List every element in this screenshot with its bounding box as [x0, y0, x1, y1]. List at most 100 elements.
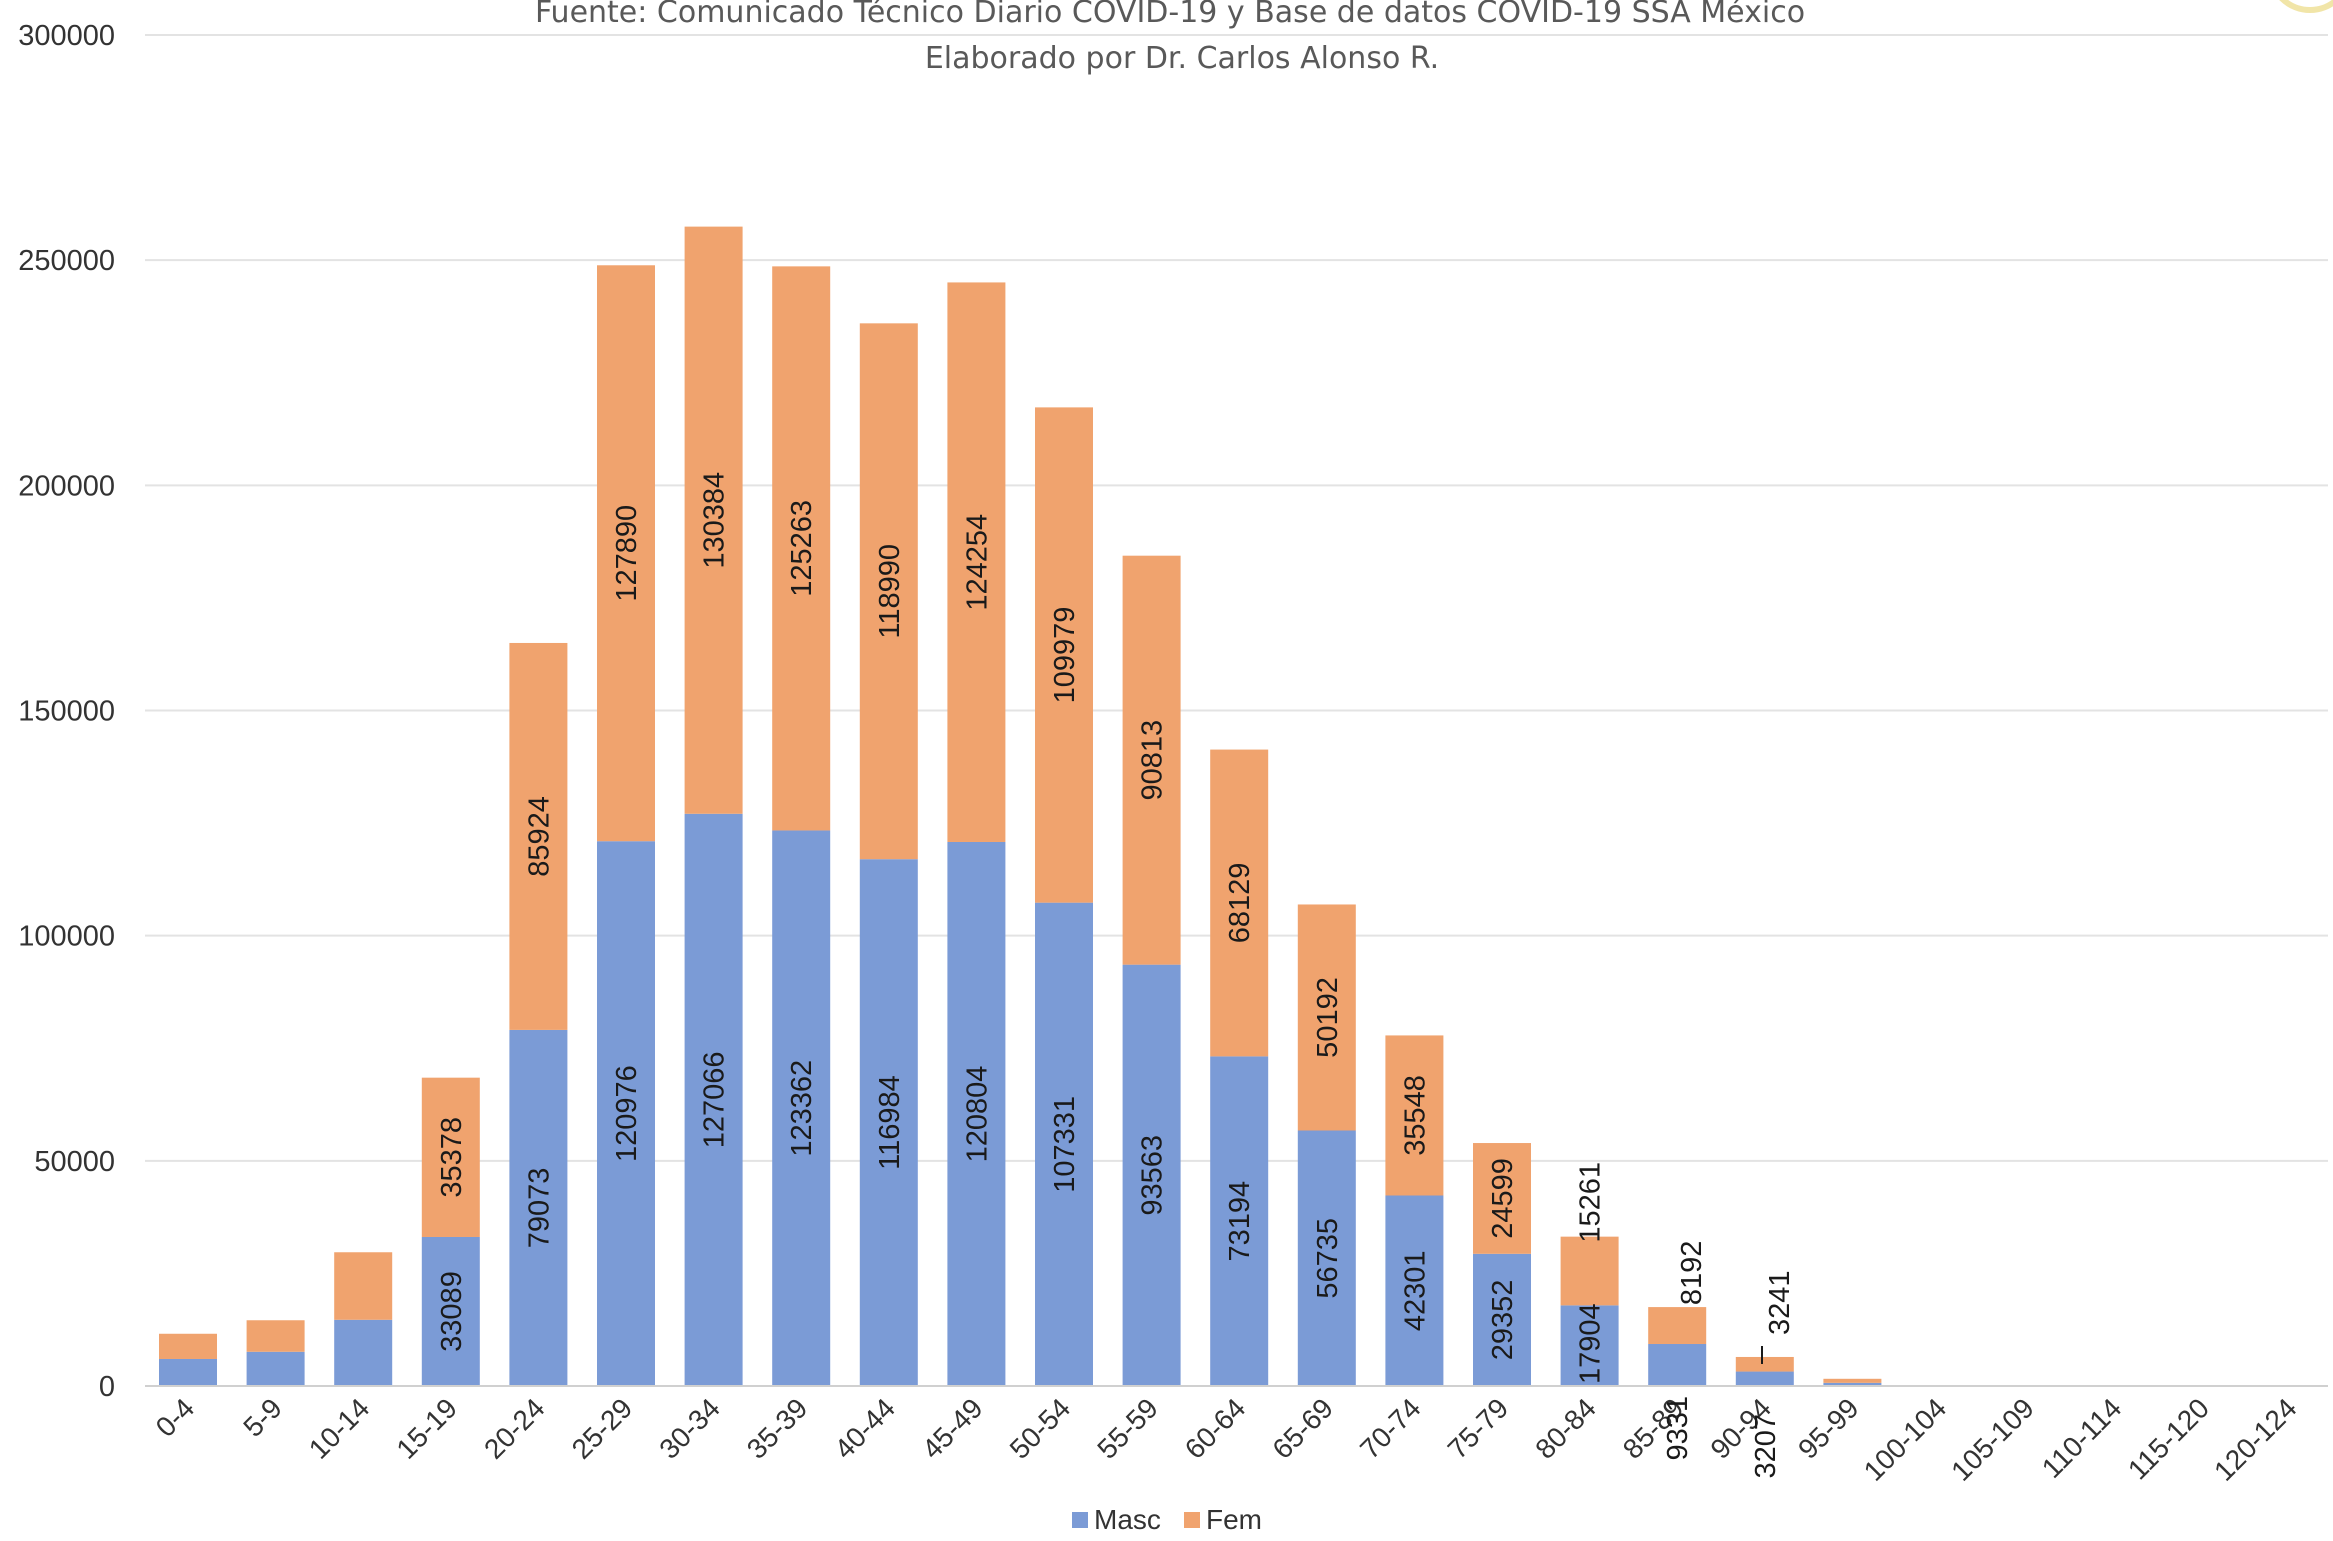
x-tick-label: 15-19	[390, 1392, 463, 1465]
bar-fem-50-54	[1035, 407, 1093, 903]
data-label-masc: 116984	[874, 1075, 906, 1170]
bar-fem-35-39	[772, 266, 831, 831]
bar-fem-85-89	[1648, 1307, 1707, 1344]
bar-masc-50-54	[1035, 902, 1093, 1386]
legend-label-fem: Fem	[1206, 1504, 1262, 1535]
bar-masc-40-44	[859, 859, 918, 1386]
bar-fem-55-59	[1122, 555, 1181, 965]
legend-swatch-masc	[1072, 1512, 1088, 1528]
x-tick-label: 55-59	[1091, 1392, 1164, 1465]
bar-masc-55-59	[1122, 964, 1181, 1386]
data-label-masc: 17904	[1575, 1303, 1607, 1384]
x-tick-label: 70-74	[1354, 1392, 1427, 1465]
data-label-masc: 56735	[1312, 1218, 1344, 1299]
bar-fem-15-19	[421, 1077, 480, 1237]
y-tick-label: 300000	[18, 20, 115, 52]
y-tick-label: 150000	[18, 696, 115, 728]
x-tick-label: 50-54	[1004, 1392, 1077, 1465]
data-label-masc: 33089	[436, 1271, 468, 1352]
data-label-fem: 90813	[1137, 720, 1169, 801]
x-tick-label: 110-114	[2036, 1392, 2128, 1484]
x-tick-label: 20-24	[478, 1392, 551, 1465]
chart-subtitle-line-1: Fuente: Comunicado Técnico Diario COVID-…	[535, 0, 1805, 30]
corner-logo-fragment	[2279, 0, 2333, 13]
data-label-fem: 130384	[699, 472, 731, 569]
bar-fem-90-94	[1735, 1356, 1794, 1372]
bar-masc-5-9	[246, 1351, 305, 1386]
x-tick-label: 35-39	[741, 1392, 814, 1465]
data-label-masc: 73194	[1224, 1181, 1256, 1262]
y-tick-label: 250000	[18, 245, 115, 277]
x-axis: 0-4 5-9 10-14 15-19 20-24 25-29 30-34 35-39 40-4…	[145, 1385, 2328, 1487]
bars	[159, 226, 1969, 1387]
x-tick-label: 75-79	[1442, 1392, 1515, 1465]
data-label-masc: 9331	[1662, 1396, 1694, 1461]
data-label-masc: 93563	[1137, 1135, 1169, 1216]
data-label-fem: 127890	[611, 505, 643, 602]
data-label-fem: 50192	[1312, 977, 1344, 1058]
chart-subtitle-line-2: Elaborado por Dr. Carlos Alonso R.	[925, 41, 1439, 76]
bar-masc-45-49	[947, 841, 1006, 1386]
y-tick-label: 50000	[34, 1146, 115, 1178]
data-label-fem: 68129	[1224, 863, 1256, 944]
bar-fem-45-49	[947, 282, 1006, 842]
data-label-masc: 42301	[1399, 1250, 1431, 1331]
x-tick-label: 0-4	[150, 1392, 201, 1443]
data-label-fem: 8192	[1676, 1241, 1708, 1306]
bar-fem-95-99	[1823, 1378, 1882, 1383]
x-tick-label: 95-99	[1792, 1392, 1865, 1465]
bar-masc-20-24	[509, 1029, 568, 1386]
data-label-masc: 79073	[523, 1168, 555, 1249]
bar-masc-35-39	[772, 830, 831, 1386]
bar-masc-60-64	[1210, 1056, 1269, 1386]
bar-fem-20-24	[509, 642, 568, 1030]
x-tick-label: 10-14	[303, 1392, 376, 1465]
data-label-fem: 35548	[1399, 1075, 1431, 1156]
gridlines	[145, 34, 2328, 1162]
data-label-masc: 127066	[699, 1051, 731, 1148]
data-label-fem: 15261	[1575, 1162, 1607, 1243]
data-label-fem: 24599	[1487, 1158, 1519, 1239]
data-label-fem: 118990	[874, 544, 906, 639]
bar-masc-0-4	[159, 1358, 217, 1386]
data-label-masc: 123362	[786, 1060, 818, 1157]
bar-fem-30-34	[684, 226, 743, 814]
data-label-fem: 3241	[1764, 1270, 1796, 1335]
x-tick-label: 5-9	[237, 1392, 288, 1443]
legend: Masc Fem	[1072, 1504, 1262, 1535]
data-labels: 33089 79073 120976 127066 123362 116984 120804…	[436, 472, 1796, 1479]
bar-fem-70-74	[1385, 1035, 1444, 1196]
bar-masc-90-94	[1735, 1371, 1794, 1386]
y-axis: 0 50000 100000 150000 200000 250000 300000	[18, 20, 115, 1403]
data-label-fem: 109979	[1049, 607, 1081, 704]
bar-masc-95-99	[1823, 1382, 1882, 1386]
data-label-masc: 3207	[1750, 1414, 1782, 1479]
data-label-fem: 35378	[436, 1117, 468, 1198]
x-tick-label: 30-34	[653, 1392, 726, 1465]
bar-masc-30-34	[684, 813, 743, 1386]
bar-fem-25-29	[597, 265, 655, 842]
bar-fem-10-14	[334, 1252, 393, 1320]
x-tick-label: 40-44	[828, 1392, 901, 1465]
bar-fem-75-79	[1473, 1143, 1531, 1254]
x-tick-label: 60-64	[1179, 1392, 1252, 1465]
y-tick-label: 200000	[18, 470, 115, 502]
x-tick-label: 120-124	[2208, 1392, 2303, 1487]
y-tick-label: 0	[99, 1371, 115, 1403]
data-label-fem: 124254	[961, 514, 993, 611]
data-label-masc: 120804	[961, 1066, 993, 1163]
data-label-masc: 120976	[611, 1065, 643, 1162]
y-tick-label: 100000	[18, 921, 115, 953]
x-tick-label: 25-29	[566, 1392, 639, 1465]
legend-swatch-fem	[1184, 1512, 1200, 1528]
x-tick-label: 105-109	[1945, 1392, 2040, 1487]
bar-masc-15-19	[421, 1236, 480, 1386]
x-tick-label: 80-84	[1529, 1392, 1602, 1465]
x-tick-label: 100-104	[1858, 1392, 1953, 1487]
legend-label-masc: Masc	[1094, 1504, 1161, 1535]
data-label-fem: 125263	[786, 500, 818, 597]
bar-masc-85-89	[1648, 1343, 1707, 1386]
bar-fem-5-9	[246, 1320, 305, 1352]
bar-masc-75-79	[1473, 1253, 1531, 1386]
data-label-fem: 85924	[523, 796, 555, 877]
